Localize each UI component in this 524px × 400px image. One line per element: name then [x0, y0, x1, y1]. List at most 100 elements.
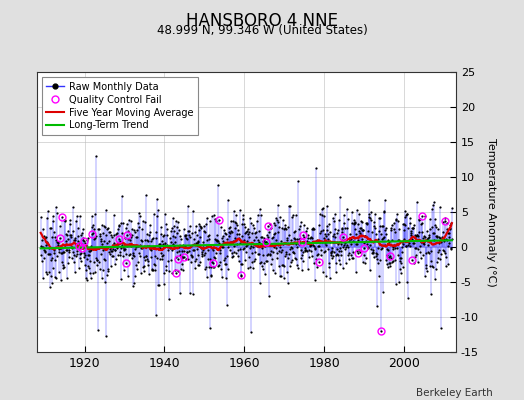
Point	[151, 312, 160, 318]
Point	[335, 257, 344, 264]
Point	[38, 244, 47, 250]
Point	[317, 252, 325, 259]
Point	[222, 260, 231, 267]
Point	[434, 255, 442, 261]
Point	[367, 216, 375, 223]
Point	[414, 258, 422, 265]
Point	[245, 234, 254, 240]
Point	[373, 303, 381, 310]
Point	[422, 264, 430, 271]
Point	[246, 264, 254, 270]
Point	[324, 221, 333, 228]
Point	[73, 251, 81, 258]
Point	[114, 236, 123, 242]
Point	[349, 249, 357, 255]
Point	[163, 247, 172, 254]
Point	[107, 232, 115, 239]
Point	[82, 277, 91, 284]
Point	[53, 239, 62, 246]
Point	[408, 225, 417, 232]
Point	[151, 253, 159, 260]
Point	[115, 248, 124, 255]
Point	[398, 239, 406, 245]
Point	[111, 246, 119, 253]
Point	[255, 238, 263, 245]
Point	[263, 232, 271, 238]
Point	[370, 254, 378, 260]
Point	[430, 199, 439, 205]
Point	[116, 238, 124, 244]
Point	[409, 222, 418, 228]
Point	[243, 242, 252, 248]
Point	[310, 243, 318, 249]
Point	[247, 243, 256, 249]
Point	[71, 268, 79, 275]
Point	[362, 220, 370, 226]
Point	[242, 248, 250, 255]
Point	[104, 268, 112, 274]
Point	[253, 243, 261, 249]
Point	[212, 218, 220, 224]
Point	[150, 267, 159, 273]
Point	[217, 274, 226, 280]
Point	[263, 252, 271, 258]
Point	[241, 244, 249, 251]
Point	[244, 230, 253, 237]
Point	[347, 241, 355, 247]
Point	[429, 237, 438, 243]
Point	[378, 223, 386, 230]
Point	[70, 252, 78, 258]
Point	[302, 246, 311, 253]
Point	[80, 252, 89, 258]
Point	[145, 243, 153, 249]
Point	[159, 252, 167, 258]
Point	[279, 263, 288, 269]
Point	[206, 256, 215, 263]
Point	[348, 254, 356, 261]
Point	[84, 265, 93, 271]
Point	[277, 273, 285, 280]
Point	[99, 230, 107, 236]
Point	[216, 246, 224, 253]
Point	[123, 231, 131, 238]
Point	[134, 243, 142, 249]
Point	[48, 265, 57, 271]
Point	[143, 237, 151, 243]
Point	[417, 239, 425, 246]
Point	[62, 230, 71, 237]
Point	[81, 275, 90, 282]
Point	[362, 255, 370, 261]
Point	[138, 245, 146, 251]
Point	[197, 245, 205, 252]
Point	[182, 236, 191, 242]
Point	[280, 253, 289, 259]
Point	[130, 252, 138, 259]
Point	[328, 255, 336, 262]
Point	[91, 153, 100, 160]
Point	[69, 228, 77, 234]
Point	[170, 243, 178, 249]
Point	[235, 230, 243, 237]
Point	[410, 245, 419, 252]
Point	[198, 251, 206, 258]
Point	[269, 244, 278, 250]
Point	[82, 266, 91, 273]
Point	[446, 222, 454, 228]
Point	[103, 225, 112, 231]
Point	[442, 254, 451, 260]
Point	[413, 198, 421, 205]
Point	[331, 234, 339, 240]
Point	[122, 225, 130, 232]
Point	[56, 222, 64, 229]
Point	[66, 216, 74, 223]
Point	[77, 232, 85, 238]
Point	[126, 242, 135, 249]
Point	[219, 233, 227, 239]
Point	[249, 236, 258, 243]
Point	[253, 240, 261, 247]
Point	[133, 227, 141, 233]
Point	[288, 214, 296, 220]
Point	[109, 242, 117, 248]
Point	[400, 227, 409, 233]
Point	[179, 242, 187, 248]
